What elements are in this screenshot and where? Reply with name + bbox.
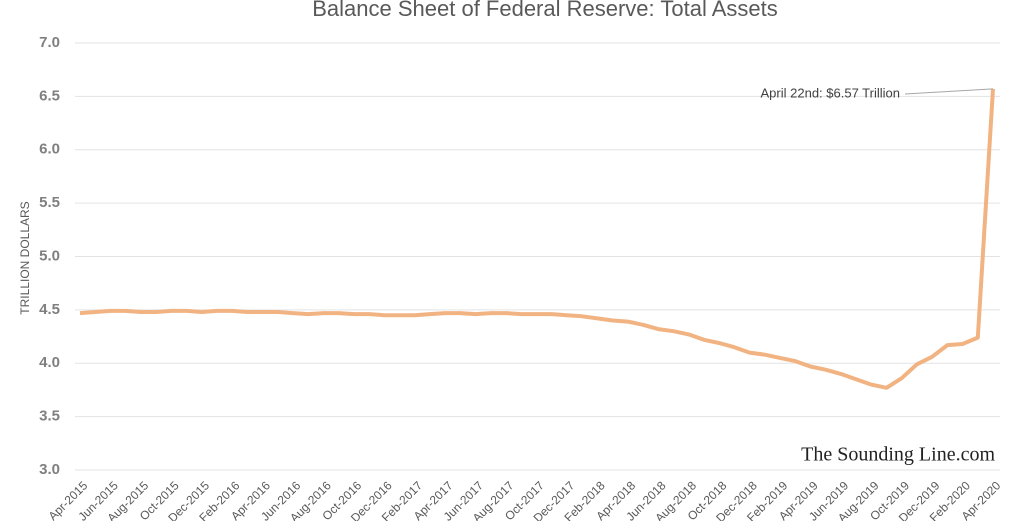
annotation-leader bbox=[904, 88, 994, 95]
y-tick-label: 4.5 bbox=[39, 301, 60, 318]
y-tick-label: 3.0 bbox=[39, 461, 60, 478]
chart-title: Balance Sheet of Federal Reserve: Total … bbox=[312, 0, 778, 21]
y-tick-label: 3.5 bbox=[39, 408, 60, 425]
y-tick-label: 5.5 bbox=[39, 194, 60, 211]
y-tick-label: 4.0 bbox=[39, 354, 60, 371]
y-axis-label: TRILLION DOLLARS bbox=[18, 201, 32, 314]
watermark: The Sounding Line.com bbox=[801, 444, 995, 466]
annotation: April 22nd: $6.57 Trillion bbox=[761, 85, 900, 100]
y-tick-label: 7.0 bbox=[39, 34, 60, 51]
data-line bbox=[79, 88, 995, 390]
y-tick-label: 6.0 bbox=[39, 141, 60, 158]
y-tick-label: 6.5 bbox=[39, 87, 60, 104]
y-tick-label: 5.0 bbox=[39, 247, 60, 264]
